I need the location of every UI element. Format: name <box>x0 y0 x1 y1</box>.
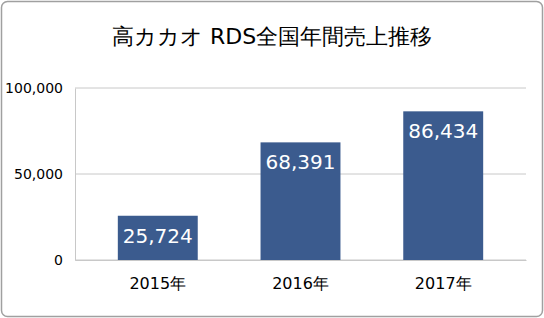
y-tick-label: 0 <box>54 252 63 268</box>
x-tick: 2016年 <box>272 260 329 293</box>
y-tick: 100,000 <box>5 80 75 96</box>
data-labels: 25,724 68,391 86,434 <box>123 119 478 247</box>
y-axis-line <box>75 89 76 261</box>
x-axis: 2015年 2016年 2017年 <box>76 260 527 293</box>
data-label: 86,434 <box>408 119 478 143</box>
x-tick-label: 2015年 <box>129 274 186 293</box>
bar <box>403 111 483 260</box>
x-axis-line <box>76 260 527 261</box>
data-label: 68,391 <box>266 150 336 174</box>
bars <box>118 111 483 260</box>
x-tick-label: 2017年 <box>415 274 472 293</box>
y-tick-label: 50,000 <box>14 166 63 182</box>
grid-line <box>75 88 526 89</box>
bar <box>261 142 341 260</box>
bar <box>118 216 198 260</box>
grid <box>75 88 526 260</box>
y-axis: 0 50,000 100,000 <box>5 80 75 268</box>
x-tick: 2015年 <box>129 260 186 293</box>
chart-title: 高カカオ RDS全国年間売上推移 <box>112 24 432 49</box>
y-tick: 50,000 <box>14 166 75 182</box>
data-label: 25,724 <box>123 224 193 248</box>
plot: 0 50,000 100,000 2015年 2016年 2017年 25,724 68,39… <box>5 80 526 293</box>
y-tick-label: 100,000 <box>5 80 63 96</box>
chart-frame <box>2 2 543 317</box>
x-tick-label: 2016年 <box>272 274 329 293</box>
y-tick: 0 <box>54 252 75 268</box>
x-tick: 2017年 <box>415 260 472 293</box>
